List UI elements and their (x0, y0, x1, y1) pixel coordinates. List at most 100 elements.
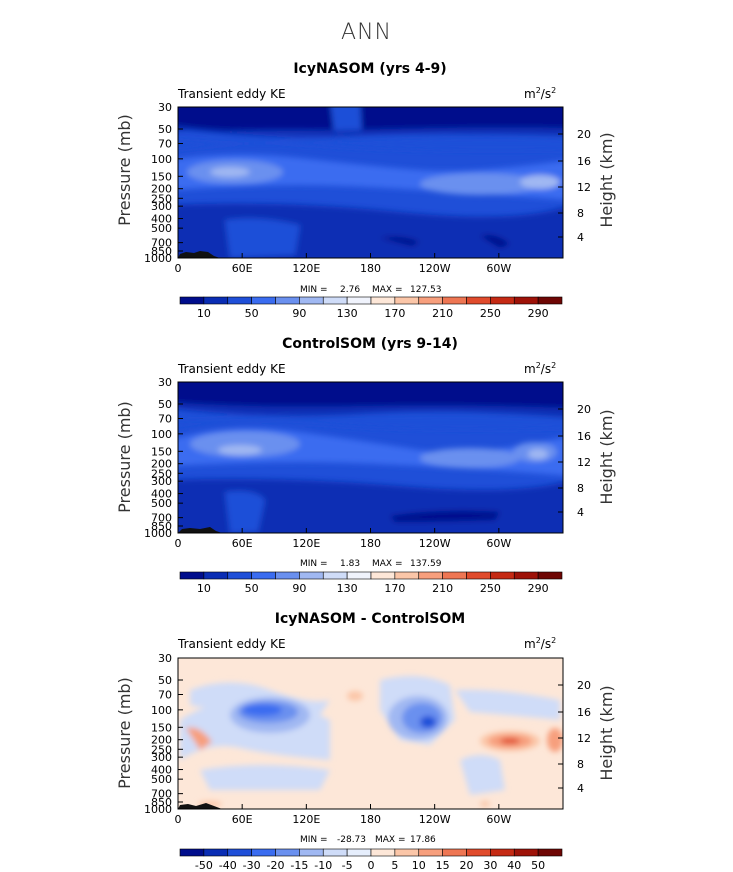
panel-2-y-ticks-right: 20 16 12 8 4 (558, 403, 591, 519)
x-tick-label: 0 (175, 813, 182, 826)
x-tick-label: 180 (360, 262, 381, 275)
y-right-tick-label: 12 (577, 456, 591, 469)
y-right-tick-label: 8 (577, 482, 584, 495)
y-tick-label: 700 (151, 237, 172, 250)
colorbar-swatch (418, 571, 443, 580)
y-tick-label: 1000 (144, 803, 172, 816)
colorbar-label: 40 (507, 859, 521, 872)
panel-1-colorbar: 10 50 90 130 170 210 250 290 (179, 296, 563, 320)
colorbar-swatch (466, 571, 491, 580)
x-tick-label: 120W (419, 262, 451, 275)
colorbar-swatch (418, 848, 443, 857)
y-tick-label: 300 (151, 475, 172, 488)
x-tick-label: 60E (232, 262, 253, 275)
panel-1-units: m2/s2 (524, 86, 556, 101)
colorbar-label: 15 (436, 859, 450, 872)
y-tick-label: 300 (151, 200, 172, 213)
colorbar-swatch (466, 848, 491, 857)
panel-2-units: m2/s2 (524, 361, 556, 376)
colorbar-swatch (513, 296, 539, 305)
y-right-tick-label: 16 (577, 706, 591, 719)
colorbar-swatch (490, 571, 515, 580)
colorbar-swatch (227, 571, 252, 580)
colorbar-label: 250 (480, 307, 501, 320)
colorbar-swatch (490, 296, 515, 305)
colorbar-swatch (442, 571, 467, 580)
colorbar-label: 30 (483, 859, 497, 872)
colorbar-swatch (537, 296, 563, 305)
panel-2: ControlSOM (yrs 9-14) Transient eddy KE … (115, 336, 616, 595)
y-tick-label: 250 (151, 743, 172, 756)
colorbar-label: 290 (528, 307, 549, 320)
panel-2-max-label: MAX = (372, 559, 403, 569)
y-tick-label: 300 (151, 751, 172, 764)
x-tick-label: 180 (360, 813, 381, 826)
panel-1-min-value: 2.76 (340, 285, 360, 295)
panel-2-field (178, 382, 563, 533)
x-tick-label: 60E (232, 813, 253, 826)
colorbar-swatch (275, 571, 300, 580)
x-tick-label: 60E (232, 537, 253, 550)
panel-2-colorbar: 10 50 90 130 170 210 250 290 (179, 571, 563, 595)
panel-1: IcyNASOM (yrs 4-9) Transient eddy KE m2/… (115, 61, 616, 320)
y-right-tick-label: 20 (577, 403, 591, 416)
colorbar-swatch (227, 296, 252, 305)
panel-2-title: ControlSOM (yrs 9-14) (282, 336, 458, 352)
colorbar-swatch (203, 848, 229, 857)
colorbar-swatch (203, 296, 229, 305)
colorbar-swatch (370, 848, 396, 857)
y-right-tick-label: 20 (577, 128, 591, 141)
colorbar-swatch (394, 848, 420, 857)
panel-2-left-label: Transient eddy KE (177, 362, 286, 376)
colorbar-label: 130 (337, 582, 358, 595)
y-tick-label: 250 (151, 467, 172, 480)
x-tick-label: 180 (360, 537, 381, 550)
colorbar-swatch (442, 848, 467, 857)
panel-1-y-ticks-right: 20 16 12 8 4 (558, 128, 591, 244)
colorbar-label: 130 (337, 307, 358, 320)
y-right-tick-label: 12 (577, 732, 591, 745)
colorbar-label: -10 (314, 859, 332, 872)
colorbar-label: 290 (528, 582, 549, 595)
y-tick-label: 50 (158, 674, 172, 687)
colorbar-label: 20 (460, 859, 474, 872)
panel-1-min-label: MIN = (300, 285, 328, 295)
y-tick-label: 400 (151, 764, 172, 777)
colorbar-swatch (418, 296, 443, 305)
y-right-tick-label: 16 (577, 430, 591, 443)
panel-1-ylabel-right: Height (km) (597, 132, 616, 227)
y-right-tick-label: 8 (577, 207, 584, 220)
colorbar-label: 170 (384, 582, 405, 595)
y-tick-label: 70 (158, 412, 172, 425)
y-tick-label: 200 (151, 458, 172, 471)
x-tick-label: 0 (175, 262, 182, 275)
y-right-tick-label: 12 (577, 181, 591, 194)
colorbar-label: 50 (531, 859, 545, 872)
colorbar-label: -50 (195, 859, 213, 872)
colorbar-swatch (179, 571, 205, 580)
colorbar-swatch (251, 571, 276, 580)
colorbar-label: 170 (384, 307, 405, 320)
colorbar-swatch (275, 296, 300, 305)
colorbar-label: 90 (292, 582, 306, 595)
x-tick-label: 120E (292, 537, 320, 550)
panel-2-min-value: 1.83 (340, 559, 360, 569)
colorbar-swatch (394, 296, 420, 305)
colorbar-swatch (251, 848, 276, 857)
panel-1-field (178, 107, 563, 258)
colorbar-swatch (513, 571, 539, 580)
colorbar-swatch (394, 571, 420, 580)
colorbar-label: -30 (243, 859, 261, 872)
panel-1-title: IcyNASOM (yrs 4-9) (293, 61, 446, 77)
panel-3-max-label: MAX = (375, 835, 406, 845)
y-tick-label: 1000 (144, 527, 172, 540)
colorbar-label: 10 (412, 859, 426, 872)
x-tick-label: 60W (486, 262, 511, 275)
x-tick-label: 120E (292, 262, 320, 275)
colorbar-swatch (299, 296, 324, 305)
panel-3-colorbar: -50 -40 -30 -20 -15 -10 -5 0 5 10 15 20 30 40 50 (179, 848, 563, 872)
colorbar-swatch (370, 571, 396, 580)
